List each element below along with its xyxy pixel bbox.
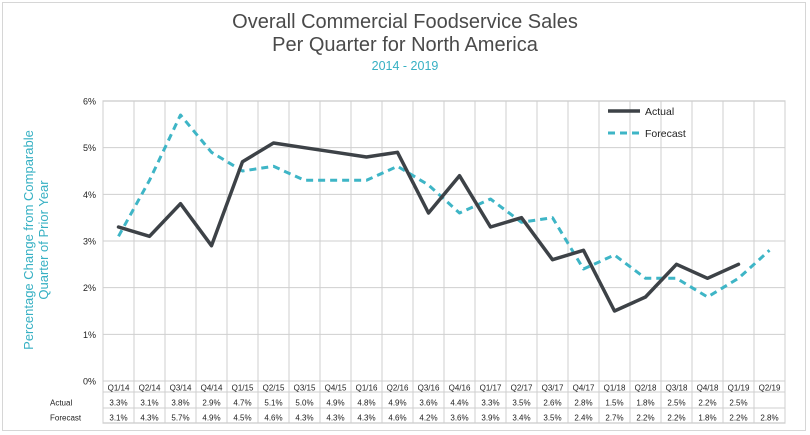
x-tick-label: Q3/15 xyxy=(294,384,316,393)
data-label-forecast: 3.6% xyxy=(450,414,468,423)
x-tick-label: Q4/15 xyxy=(325,384,347,393)
x-tick-label: Q4/17 xyxy=(573,384,595,393)
y-axis-ticks: 0% 1% 2% 3% 4% 5% 6% xyxy=(83,97,96,387)
x-tick-label: Q1/14 xyxy=(108,384,130,393)
x-tick-label: Q1/15 xyxy=(232,384,254,393)
data-label-actual: 4.9% xyxy=(388,399,406,408)
data-label-actual: 2.2% xyxy=(698,399,716,408)
y-tick-label: 1% xyxy=(83,330,96,340)
data-label-forecast: 4.6% xyxy=(388,414,406,423)
y-tick-label: 6% xyxy=(83,97,96,107)
data-label-actual: 3.8% xyxy=(171,399,189,408)
x-tick-label: Q4/14 xyxy=(201,384,223,393)
data-label-actual: 5.0% xyxy=(295,399,313,408)
data-label-actual: 4.4% xyxy=(450,399,468,408)
data-label-actual: 5.1% xyxy=(264,399,282,408)
data-label-forecast: 3.1% xyxy=(109,414,127,423)
data-label-forecast: 3.4% xyxy=(512,414,530,423)
data-label-actual: 3.6% xyxy=(419,399,437,408)
data-label-actual: 4.8% xyxy=(357,399,375,408)
data-label-actual: 1.8% xyxy=(636,399,654,408)
data-label-actual: 4.9% xyxy=(326,399,344,408)
data-label-actual: 4.7% xyxy=(233,399,251,408)
x-tick-label: Q2/18 xyxy=(635,384,657,393)
data-label-actual: 2.9% xyxy=(202,399,220,408)
data-label-forecast: 3.9% xyxy=(481,414,499,423)
data-label-forecast: 4.3% xyxy=(140,414,158,423)
data-label-forecast: 4.3% xyxy=(326,414,344,423)
data-label-forecast: 3.5% xyxy=(543,414,561,423)
y-tick-label: 3% xyxy=(83,237,96,247)
data-label-actual: 3.1% xyxy=(140,399,158,408)
legend-label-actual: Actual xyxy=(645,106,674,118)
x-tick-label: Q2/16 xyxy=(387,384,409,393)
x-tick-label: Q4/16 xyxy=(449,384,471,393)
x-tick-label: Q1/16 xyxy=(356,384,378,393)
x-tick-label: Q2/15 xyxy=(263,384,285,393)
data-label-forecast: 2.8% xyxy=(760,414,778,423)
x-tick-label: Q2/17 xyxy=(511,384,533,393)
data-label-forecast: 5.7% xyxy=(171,414,189,423)
x-tick-label: Q4/18 xyxy=(697,384,719,393)
chart-title-line-2: Per Quarter for North America xyxy=(272,34,538,56)
y-tick-label: 5% xyxy=(83,143,96,153)
x-tick-label: Q2/19 xyxy=(759,384,781,393)
x-tick-label: Q1/19 xyxy=(728,384,750,393)
series-lines xyxy=(116,113,771,313)
chart-frame xyxy=(2,2,806,431)
chart-title-line-1: Overall Commercial Foodservice Sales xyxy=(232,11,578,33)
y-tick-label: 4% xyxy=(83,190,96,200)
data-label-forecast: 4.5% xyxy=(233,414,251,423)
data-label-actual: 3.3% xyxy=(481,399,499,408)
table-row-header-forecast: Forecast xyxy=(50,414,82,423)
data-label-actual: 2.5% xyxy=(667,399,685,408)
legend-label-forecast: Forecast xyxy=(645,128,686,140)
x-tick-label: Q3/17 xyxy=(542,384,564,393)
data-label-forecast: 4.3% xyxy=(357,414,375,423)
data-label-forecast: 1.8% xyxy=(698,414,716,423)
data-label-forecast: 4.6% xyxy=(264,414,282,423)
x-tick-label: Q1/17 xyxy=(480,384,502,393)
data-label-actual: 3.3% xyxy=(109,399,127,408)
chart-subtitle: 2014 - 2019 xyxy=(371,59,439,73)
legend: Actual Forecast xyxy=(608,106,686,140)
x-tick-label: Q3/18 xyxy=(666,384,688,393)
data-label-actual: 2.6% xyxy=(543,399,561,408)
gridlines xyxy=(102,100,786,424)
table-row-header-actual: Actual xyxy=(50,399,72,408)
data-label-forecast: 4.2% xyxy=(419,414,437,423)
x-tick-label: Q1/18 xyxy=(604,384,626,393)
data-label-forecast: 2.4% xyxy=(574,414,592,423)
data-label-actual: 2.8% xyxy=(574,399,592,408)
data-label-forecast: 4.9% xyxy=(202,414,220,423)
data-label-actual: 1.5% xyxy=(605,399,623,408)
data-label-forecast: 2.2% xyxy=(636,414,654,423)
data-label-forecast: 2.7% xyxy=(605,414,623,423)
y-tick-label: 0% xyxy=(83,377,96,387)
x-tick-label: Q3/14 xyxy=(170,384,192,393)
x-tick-label: Q2/14 xyxy=(139,384,161,393)
data-label-forecast: 2.2% xyxy=(729,414,747,423)
x-tick-label: Q3/16 xyxy=(418,384,440,393)
data-label-actual: 2.5% xyxy=(729,399,747,408)
y-tick-label: 2% xyxy=(83,283,96,293)
series-line-actual xyxy=(116,141,741,313)
data-table: Actual Forecast Q1/14 3.3% 3.1% Q2/14 3.1% 4.3%… xyxy=(50,384,781,423)
data-label-actual: 3.5% xyxy=(512,399,530,408)
data-label-forecast: 4.3% xyxy=(295,414,313,423)
data-label-forecast: 2.2% xyxy=(667,414,685,423)
